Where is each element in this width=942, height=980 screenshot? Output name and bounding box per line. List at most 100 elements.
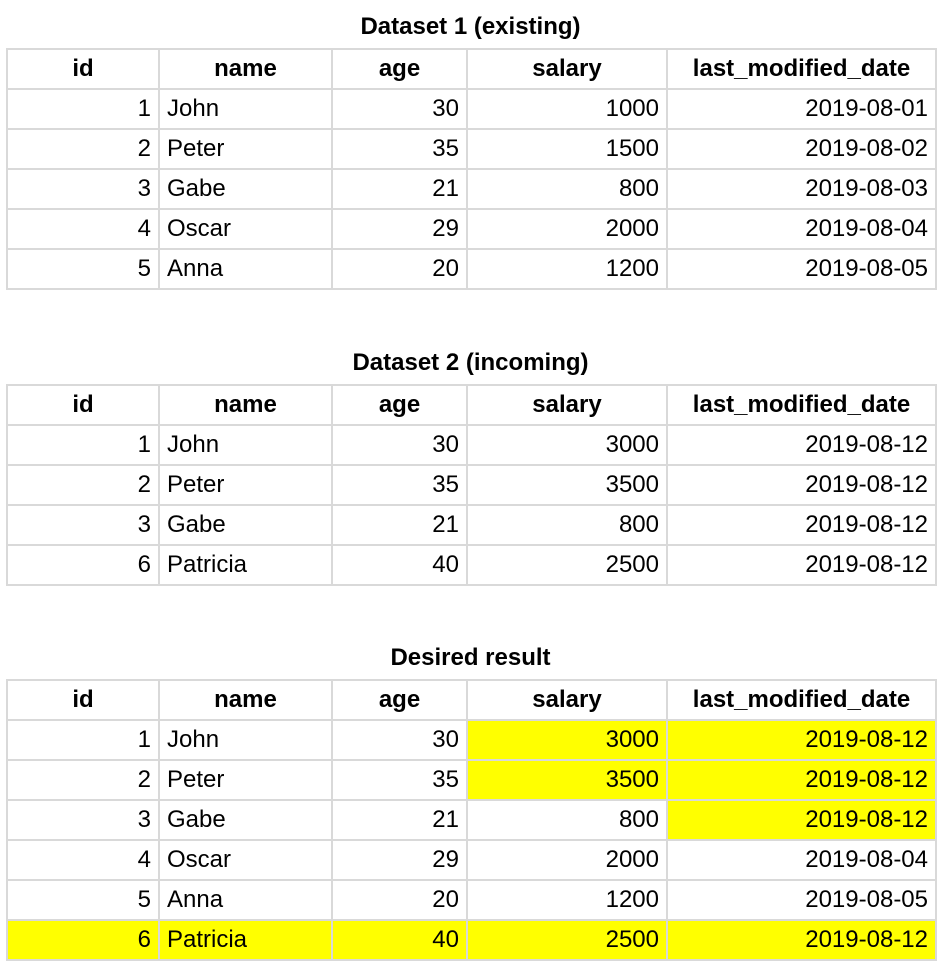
cell-last-modified-date: 2019-08-12 [666,504,937,546]
cell-age: 20 [331,248,468,290]
cell-id: 1 [6,424,160,466]
cell-name: Gabe [158,799,333,841]
cell-last-modified-date: 2019-08-12 [666,759,937,801]
cell-last-modified-date: 2019-08-04 [666,208,937,250]
cell-salary: 3000 [466,424,668,466]
column-header-name: name [158,679,333,721]
table-row: 2 Peter 35 3500 2019-08-12 [6,464,937,506]
cell-name: Anna [158,248,333,290]
column-header-name: name [158,48,333,90]
cell-name: Oscar [158,208,333,250]
table-row: 2 Peter 35 3500 2019-08-12 [6,759,937,801]
cell-id: 6 [6,544,160,586]
cell-id: 3 [6,799,160,841]
column-header-name: name [158,384,333,426]
table-row: 5 Anna 20 1200 2019-08-05 [6,248,937,290]
cell-age: 21 [331,168,468,210]
cell-age: 20 [331,879,468,921]
cell-age: 40 [331,544,468,586]
cell-last-modified-date: 2019-08-05 [666,248,937,290]
table-title: Dataset 1 (existing) [360,13,581,40]
cell-age: 29 [331,839,468,881]
cell-last-modified-date: 2019-08-03 [666,168,937,210]
table-row: 6 Patricia 40 2500 2019-08-12 [6,919,937,961]
cell-age: 35 [331,464,468,506]
column-header-last-modified-date: last_modified_date [666,679,937,721]
cell-last-modified-date: 2019-08-12 [666,464,937,506]
cell-salary: 1000 [466,88,668,130]
cell-salary: 800 [466,799,668,841]
table-row: 1 John 30 3000 2019-08-12 [6,719,937,761]
table-row: 5 Anna 20 1200 2019-08-05 [6,879,937,921]
cell-age: 29 [331,208,468,250]
cell-age: 30 [331,424,468,466]
cell-id: 1 [6,719,160,761]
table-row: 1 John 30 3000 2019-08-12 [6,424,937,466]
cell-salary: 2000 [466,208,668,250]
cell-last-modified-date: 2019-08-01 [666,88,937,130]
cell-name: Gabe [158,168,333,210]
cell-salary: 1200 [466,248,668,290]
table-title: Desired result [390,644,551,671]
cell-id: 3 [6,504,160,546]
cell-name: Anna [158,879,333,921]
column-header-last-modified-date: last_modified_date [666,384,937,426]
cell-id: 1 [6,88,160,130]
cell-salary: 3500 [466,464,668,506]
cell-id: 4 [6,208,160,250]
table-row: 4 Oscar 29 2000 2019-08-04 [6,839,937,881]
cell-salary: 2500 [466,919,668,961]
cell-id: 5 [6,248,160,290]
cell-name: Peter [158,464,333,506]
cell-last-modified-date: 2019-08-04 [666,839,937,881]
cell-salary: 1200 [466,879,668,921]
column-header-age: age [331,384,468,426]
cell-last-modified-date: 2019-08-12 [666,424,937,466]
cell-id: 3 [6,168,160,210]
cell-age: 21 [331,504,468,546]
header-row: id name age salary last_modified_date [6,384,937,426]
cell-age: 30 [331,719,468,761]
column-header-id: id [6,384,160,426]
cell-last-modified-date: 2019-08-12 [666,919,937,961]
cell-name: Oscar [158,839,333,881]
cell-salary: 2000 [466,839,668,881]
cell-name: Patricia [158,544,333,586]
cell-age: 35 [331,759,468,801]
cell-name: John [158,88,333,130]
table-row: 3 Gabe 21 800 2019-08-03 [6,168,937,210]
table-row: 4 Oscar 29 2000 2019-08-04 [6,208,937,250]
column-header-salary: salary [466,384,668,426]
cell-id: 2 [6,464,160,506]
cell-salary: 2500 [466,544,668,586]
cell-last-modified-date: 2019-08-05 [666,879,937,921]
cell-age: 30 [331,88,468,130]
header-row: id name age salary last_modified_date [6,48,937,90]
column-header-age: age [331,48,468,90]
table-row: 6 Patricia 40 2500 2019-08-12 [6,544,937,586]
cell-salary: 3500 [466,759,668,801]
cell-last-modified-date: 2019-08-02 [666,128,937,170]
column-header-id: id [6,48,160,90]
cell-salary: 1500 [466,128,668,170]
cell-salary: 800 [466,504,668,546]
cell-id: 2 [6,759,160,801]
dataset-2-table: id name age salary last_modified_date 1 … [6,384,937,586]
cell-name: John [158,719,333,761]
table-row: 3 Gabe 21 800 2019-08-12 [6,799,937,841]
table-row: 1 John 30 1000 2019-08-01 [6,88,937,130]
desired-result-table: id name age salary last_modified_date 1 … [6,679,937,961]
column-header-salary: salary [466,48,668,90]
cell-salary: 3000 [466,719,668,761]
cell-last-modified-date: 2019-08-12 [666,719,937,761]
cell-age: 35 [331,128,468,170]
dataset-1-table: id name age salary last_modified_date 1 … [6,48,937,290]
cell-id: 5 [6,879,160,921]
cell-name: John [158,424,333,466]
table-title: Dataset 2 (incoming) [352,349,589,376]
column-header-last-modified-date: last_modified_date [666,48,937,90]
cell-age: 21 [331,799,468,841]
table-row: 3 Gabe 21 800 2019-08-12 [6,504,937,546]
column-header-salary: salary [466,679,668,721]
cell-age: 40 [331,919,468,961]
